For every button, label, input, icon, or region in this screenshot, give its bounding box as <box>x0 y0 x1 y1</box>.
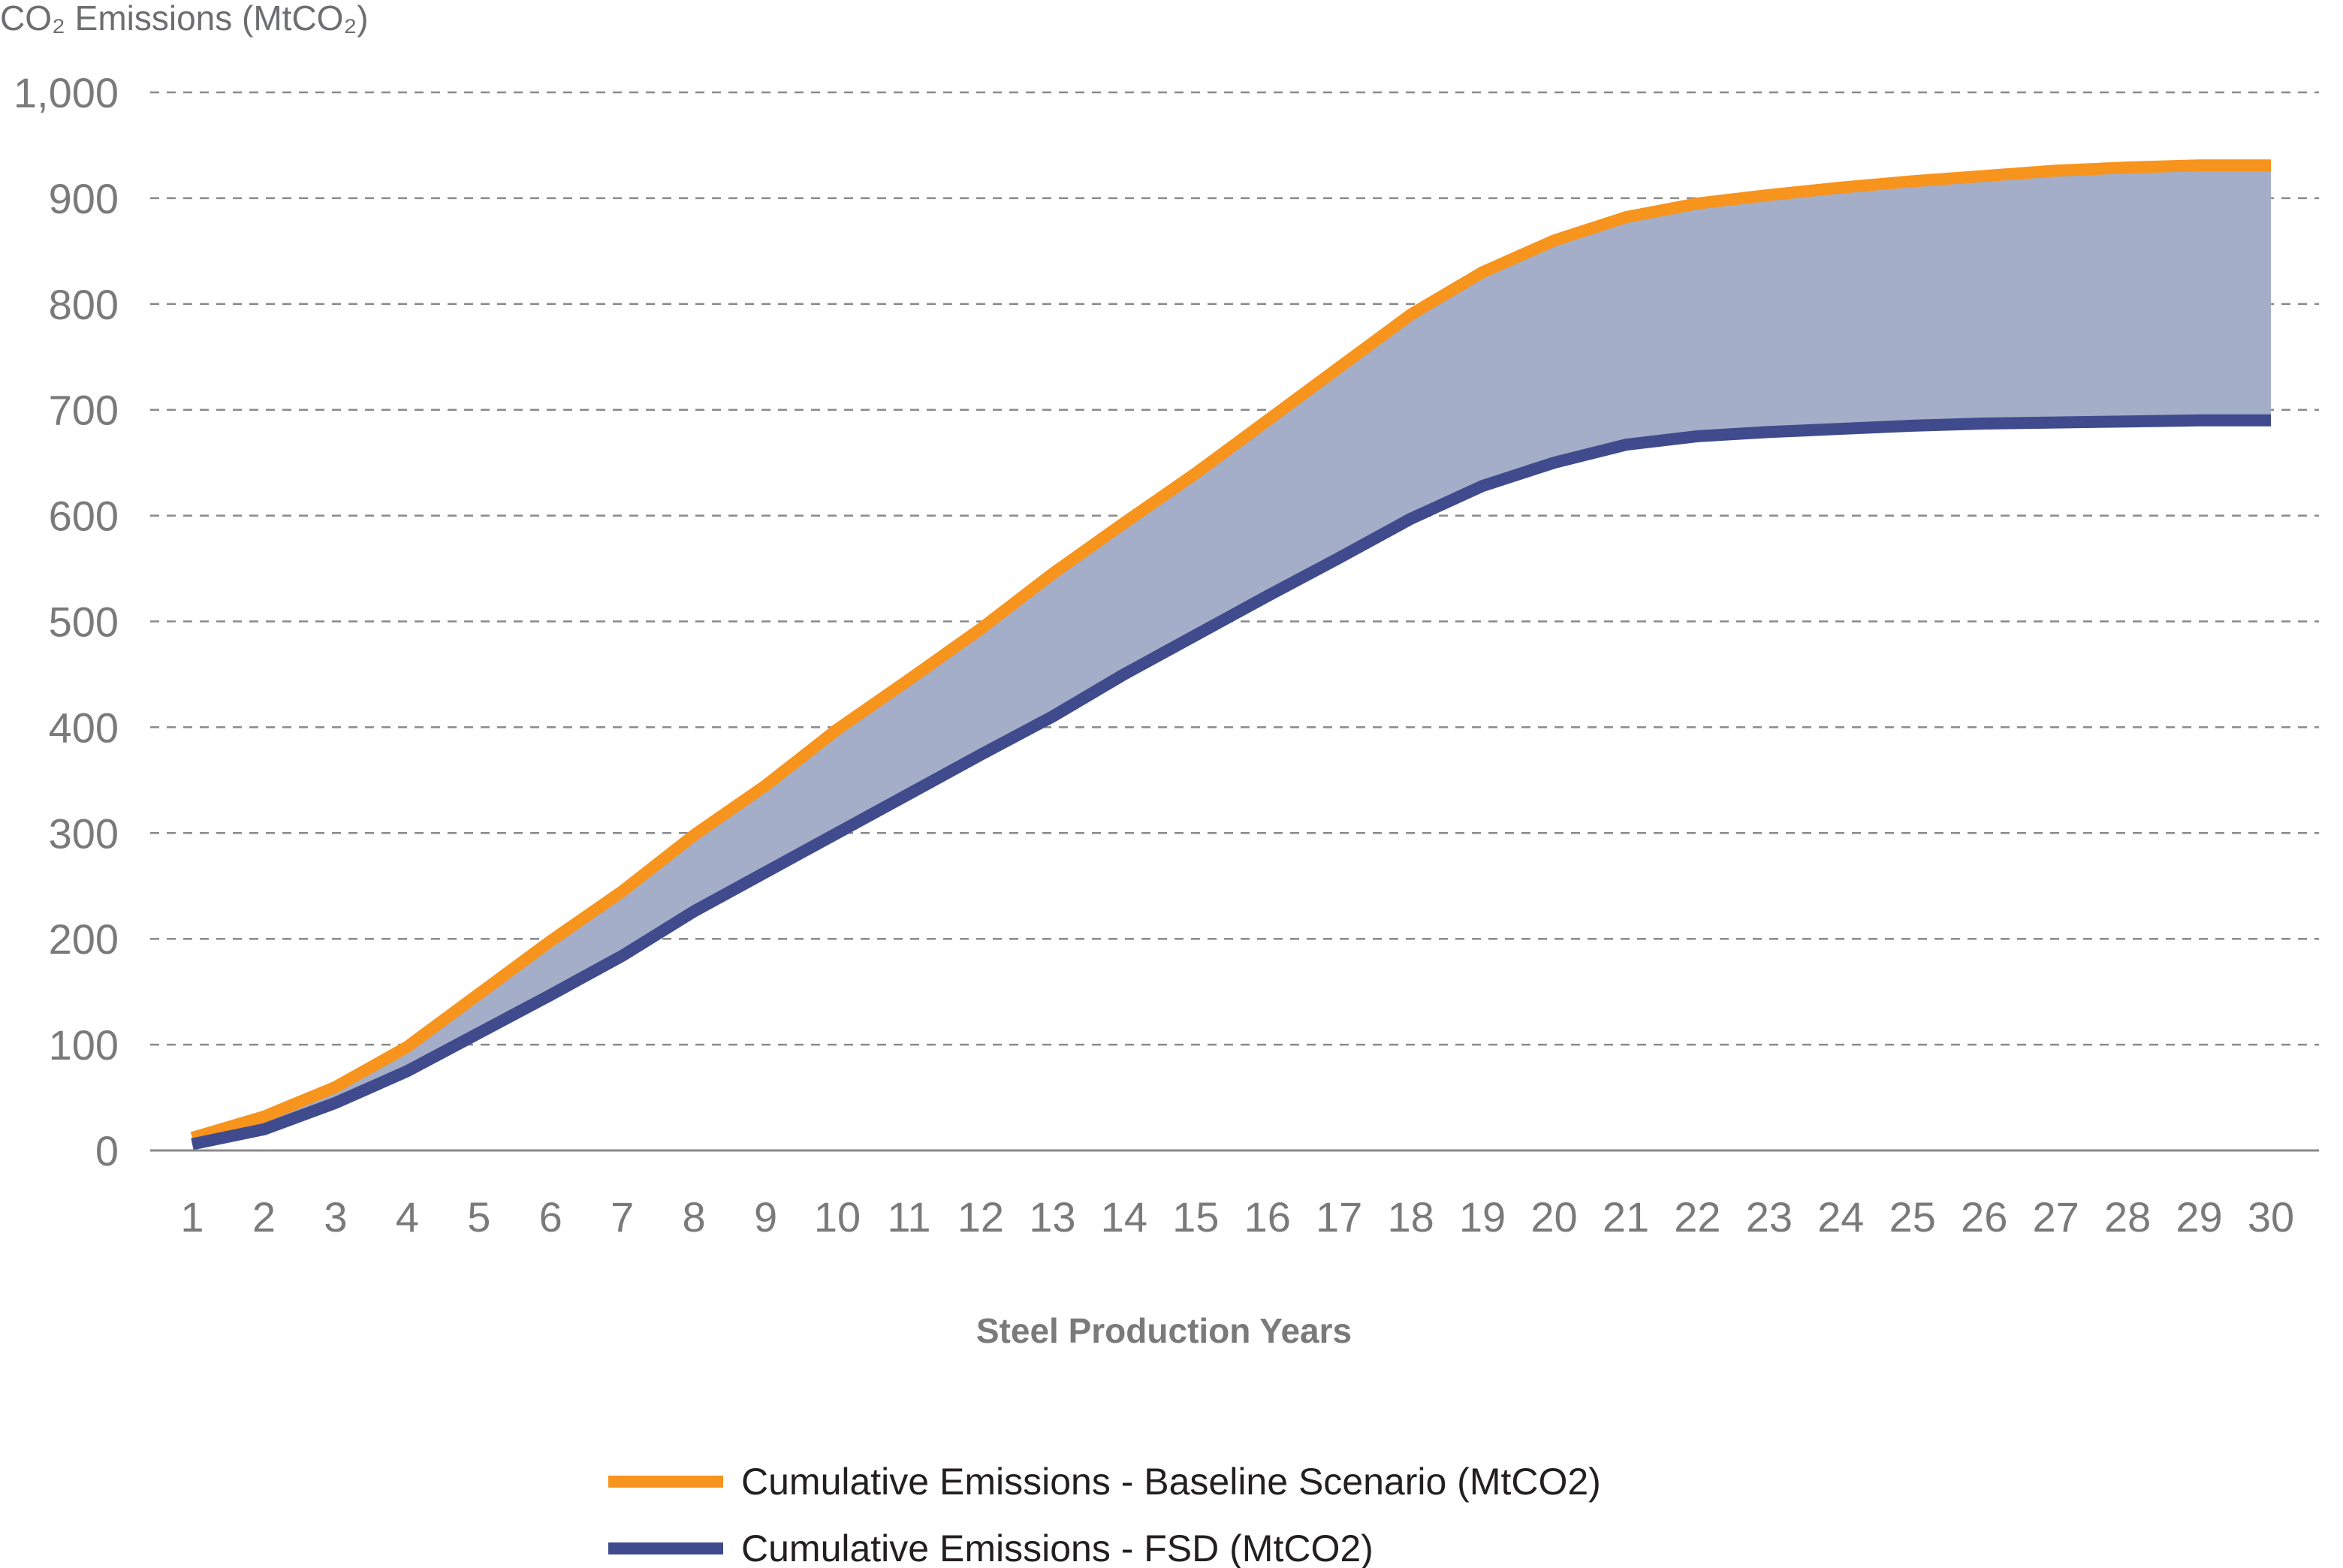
series-line-fsd <box>191 414 2271 1150</box>
x-tick-label: 29 <box>2176 1193 2222 1241</box>
legend-item-baseline: Cumulative Emissions - Baseline Scenario… <box>608 1461 1601 1503</box>
y-tick-label: 900 <box>49 175 119 222</box>
x-tick-label: 9 <box>754 1193 777 1241</box>
y-tick-label: 700 <box>49 387 119 434</box>
legend-label-fsd: Cumulative Emissions - FSD (MtCO2) <box>741 1527 1374 1568</box>
y-tick-label: 200 <box>49 915 119 963</box>
y-tick-label: 100 <box>49 1021 119 1069</box>
y-tick-label: 0 <box>95 1127 119 1174</box>
legend-label-baseline: Cumulative Emissions - Baseline Scenario… <box>741 1461 1601 1503</box>
x-tick-label: 28 <box>2104 1193 2151 1241</box>
legend: Cumulative Emissions - Baseline Scenario… <box>608 1461 1601 1568</box>
x-tick-label: 26 <box>1961 1193 2007 1241</box>
x-tick-label: 10 <box>814 1193 861 1241</box>
x-axis-title: Steel Production Years <box>976 1311 1352 1350</box>
x-tick-label: 17 <box>1316 1193 1362 1241</box>
x-tick-label: 6 <box>539 1193 562 1241</box>
x-tick-label: 22 <box>1674 1193 1720 1241</box>
series-lines <box>190 159 2272 1150</box>
x-tick-label: 21 <box>1603 1193 1649 1241</box>
x-tick-label: 2 <box>252 1193 276 1241</box>
x-tick-label: 18 <box>1387 1193 1434 1241</box>
x-tick-label: 4 <box>396 1193 419 1241</box>
x-tick-label: 5 <box>467 1193 490 1241</box>
y-tick-label: 800 <box>49 281 119 328</box>
x-tick-labels: 1 2 3 4 5 6 7 8 9 10 11 12 13 14 15 16 17 18 19 20 21 22 23 24 2… <box>180 1193 2294 1241</box>
y-axis-title: CO₂ Emissions (MtCO₂) <box>0 0 369 38</box>
x-tick-label: 1 <box>180 1193 204 1241</box>
series-line-baseline <box>190 159 2271 1144</box>
x-tick-label: 20 <box>1530 1193 1577 1241</box>
x-tick-label: 3 <box>324 1193 347 1241</box>
x-tick-label: 27 <box>2033 1193 2079 1241</box>
x-tick-label: 8 <box>683 1193 706 1241</box>
x-tick-label: 13 <box>1029 1193 1075 1241</box>
x-tick-label: 7 <box>611 1193 634 1241</box>
x-tick-label: 23 <box>1746 1193 1793 1241</box>
y-tick-label: 600 <box>49 493 119 540</box>
emissions-gap-area <box>192 165 2271 1144</box>
y-tick-label: 500 <box>49 599 119 646</box>
y-tick-label: 1,000 <box>14 69 119 116</box>
x-tick-label: 30 <box>2248 1193 2294 1241</box>
x-tick-label: 19 <box>1459 1193 1506 1241</box>
legend-item-fsd: Cumulative Emissions - FSD (MtCO2) <box>608 1527 1374 1568</box>
x-tick-label: 24 <box>1817 1193 1864 1241</box>
x-tick-label: 11 <box>887 1193 930 1241</box>
x-tick-label: 16 <box>1244 1193 1291 1241</box>
y-tick-label: 400 <box>49 704 119 751</box>
y-tick-labels: 0 100 200 300 400 500 600 700 800 900 1,000 <box>14 69 119 1174</box>
x-tick-label: 25 <box>1889 1193 1936 1241</box>
x-tick-label: 14 <box>1101 1193 1147 1241</box>
x-tick-label: 15 <box>1172 1193 1219 1241</box>
x-tick-label: 12 <box>957 1193 1004 1241</box>
y-tick-label: 300 <box>49 810 119 857</box>
